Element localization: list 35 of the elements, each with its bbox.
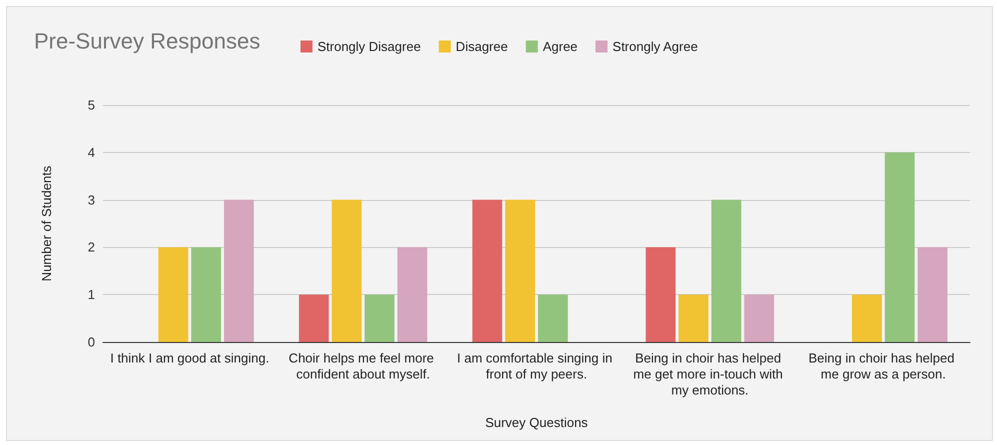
legend-label: Strongly Disagree xyxy=(317,39,421,54)
y-axis-title: Number of Students xyxy=(39,165,54,282)
bar xyxy=(646,247,676,342)
bar xyxy=(678,294,708,342)
x-tick-label: Choir helps me feel more confident about myself. xyxy=(288,350,438,382)
bar xyxy=(918,247,948,342)
bar xyxy=(158,247,188,342)
bar xyxy=(472,200,502,342)
legend-label: Strongly Agree xyxy=(612,39,698,54)
y-tick-label: 4 xyxy=(88,144,95,160)
x-tick-label: I am comfortable singing in front of my peers. xyxy=(457,350,616,382)
x-tick-label: Being in choir has helped me get more in-touch with my emotions. xyxy=(633,350,786,398)
bar xyxy=(191,247,222,342)
chart-title: Pre-Survey Responses xyxy=(34,28,260,54)
bar xyxy=(884,152,915,342)
bar xyxy=(538,294,568,342)
y-tick-label: 1 xyxy=(88,287,95,302)
bar xyxy=(852,294,882,342)
bar xyxy=(224,200,254,342)
y-tick-label: 5 xyxy=(88,98,95,112)
bar xyxy=(397,247,428,342)
bar xyxy=(364,294,394,342)
bar xyxy=(711,200,742,342)
legend-label: Agree xyxy=(542,39,578,54)
y-tick-label: 2 xyxy=(88,240,95,255)
bar xyxy=(744,294,774,342)
x-tick-label: Being in choir has helped me grow as a person. xyxy=(808,350,958,382)
x-tick-label: I think I am good at singing. xyxy=(110,350,270,366)
y-tick-label: 3 xyxy=(88,192,95,208)
bar xyxy=(505,200,536,342)
bar xyxy=(332,200,362,342)
bar xyxy=(298,294,329,342)
y-tick-label: 0 xyxy=(88,334,95,350)
x-axis-title: Survey Questions xyxy=(485,415,588,430)
legend-label: Disagree xyxy=(456,39,508,54)
